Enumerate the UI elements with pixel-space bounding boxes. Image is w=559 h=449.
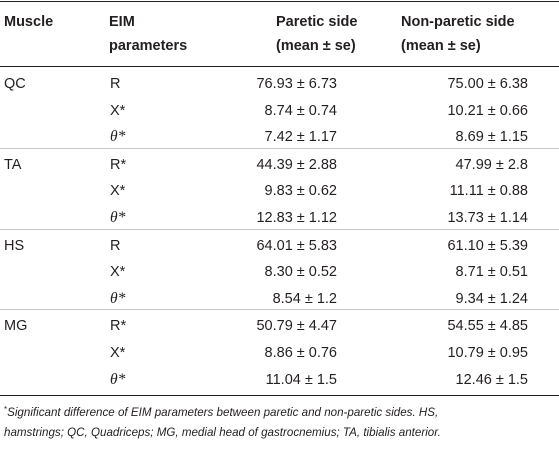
cell-paretic-value: 12.83 ± 1.12 (256, 209, 337, 226)
table-row: θ* 8.54 ± 1.2 9.34 ± 1.24 (0, 283, 559, 310)
header-eim-line2: parameters (109, 38, 188, 54)
cell-muscle: TA (4, 156, 22, 173)
table-bottom-rule (0, 395, 559, 396)
cell-paretic-value: 7.42 ± 1.17 (264, 129, 337, 146)
cell-eim-parameter: θ* (110, 128, 126, 146)
cell-paretic-value: 11.04 ± 1.5 (265, 371, 337, 388)
cell-eim-parameter: X* (110, 183, 126, 200)
header-eim-line1: EIM (109, 14, 135, 30)
cell-eim-parameter: θ* (110, 289, 126, 307)
cell-eim-parameter: X* (110, 344, 126, 361)
cell-paretic-value: 8.30 ± 0.52 (264, 264, 337, 281)
cell-eim-parameter: R* (110, 318, 127, 335)
cell-paretic-value: 76.93 ± 6.73 (256, 76, 337, 92)
footnote-text-line1: Significant difference of EIM parameters… (7, 406, 439, 419)
table-row: HS R 64.01 ± 5.83 61.10 ± 5.39 (0, 228, 559, 257)
footnote-line2: hamstrings; QC, Quadriceps; MG, medial h… (4, 426, 441, 439)
cell-paretic-value: 64.01 ± 5.83 (256, 237, 337, 254)
cell-paretic-value: 50.79 ± 4.47 (256, 318, 337, 335)
cell-nonparetic-value: 75.00 ± 6.38 (447, 76, 528, 92)
cell-paretic-value: 44.39 ± 2.88 (256, 156, 337, 173)
cell-paretic-value: 9.83 ± 0.62 (264, 183, 337, 200)
footnote-marker: * (4, 405, 8, 414)
cell-eim-parameter: R* (110, 156, 127, 173)
cell-paretic-value: 8.86 ± 0.76 (264, 344, 337, 361)
cell-nonparetic-value: 12.46 ± 1.5 (455, 371, 528, 388)
cell-nonparetic-value: 9.34 ± 1.24 (455, 290, 528, 307)
cell-nonparetic-value: 8.69 ± 1.15 (455, 129, 528, 146)
cell-nonparetic-value: 54.55 ± 4.85 (447, 318, 528, 335)
cell-eim-parameter: X* (110, 264, 126, 281)
header-muscle-label: Muscle (4, 14, 54, 30)
cell-nonparetic-value: 61.10 ± 5.39 (447, 237, 528, 254)
cell-eim-parameter: R (110, 76, 121, 92)
header-paretic-line1: Paretic side (276, 14, 358, 30)
header-paretic-side: Paretic side (mean ± se) (276, 10, 357, 58)
table-row: QC R 76.93 ± 6.73 75.00 ± 6.38 (0, 68, 559, 95)
table-header-rule (0, 66, 559, 67)
cell-muscle: MG (4, 318, 28, 335)
header-muscle: Muscle (4, 10, 53, 34)
table-row: X* 8.86 ± 0.76 10.79 ± 0.95 (0, 337, 559, 364)
table-row: MG R* 50.79 ± 4.47 54.55 ± 4.85 (0, 309, 559, 337)
header-nonparetic-line2: (mean ± se) (401, 38, 481, 54)
header-eim-parameters: EIM parameters (109, 10, 187, 58)
cell-eim-parameter: θ* (110, 370, 126, 388)
table-row: X* 9.83 ± 0.62 11.11 ± 0.88 (0, 175, 559, 202)
cell-muscle: HS (4, 237, 25, 254)
header-paretic-line2: (mean ± se) (276, 38, 356, 54)
table-row: θ* 7.42 ± 1.17 8.69 ± 1.15 (0, 121, 559, 148)
table-row: θ* 11.04 ± 1.5 12.46 ± 1.5 (0, 364, 559, 391)
table-row: θ* 12.83 ± 1.12 13.73 ± 1.14 (0, 202, 559, 229)
header-nonparetic-side: Non-paretic side (mean ± se) (401, 10, 515, 58)
table-body: QC R 76.93 ± 6.73 75.00 ± 6.38 X* 8.74 ± 0.74… (0, 68, 559, 390)
table-row: TA R* 44.39 ± 2.88 47.99 ± 2.8 (0, 147, 559, 176)
header-nonparetic-line1: Non-paretic side (401, 14, 515, 30)
cell-nonparetic-value: 8.71 ± 0.51 (455, 264, 528, 281)
cell-nonparetic-value: 13.73 ± 1.14 (447, 209, 528, 226)
cell-paretic-value: 8.54 ± 1.2 (272, 290, 337, 307)
cell-nonparetic-value: 10.21 ± 0.66 (447, 102, 528, 119)
cell-muscle: QC (4, 76, 26, 92)
cell-eim-parameter: θ* (110, 208, 126, 226)
cell-paretic-value: 8.74 ± 0.74 (264, 102, 337, 119)
table-row: X* 8.74 ± 0.74 10.21 ± 0.66 (0, 95, 559, 122)
table-row: X* 8.30 ± 0.52 8.71 ± 0.51 (0, 256, 559, 283)
cell-nonparetic-value: 11.11 ± 0.88 (449, 183, 528, 200)
cell-nonparetic-value: 10.79 ± 0.95 (447, 344, 528, 361)
table-footnote: *Significant difference of EIM parameter… (4, 400, 556, 443)
cell-nonparetic-value: 47.99 ± 2.8 (455, 156, 528, 173)
cell-eim-parameter: X* (110, 102, 126, 119)
footnote-line1: *Significant difference of EIM parameter… (4, 400, 556, 423)
table-top-rule (0, 1, 559, 2)
cell-eim-parameter: R (110, 237, 121, 254)
